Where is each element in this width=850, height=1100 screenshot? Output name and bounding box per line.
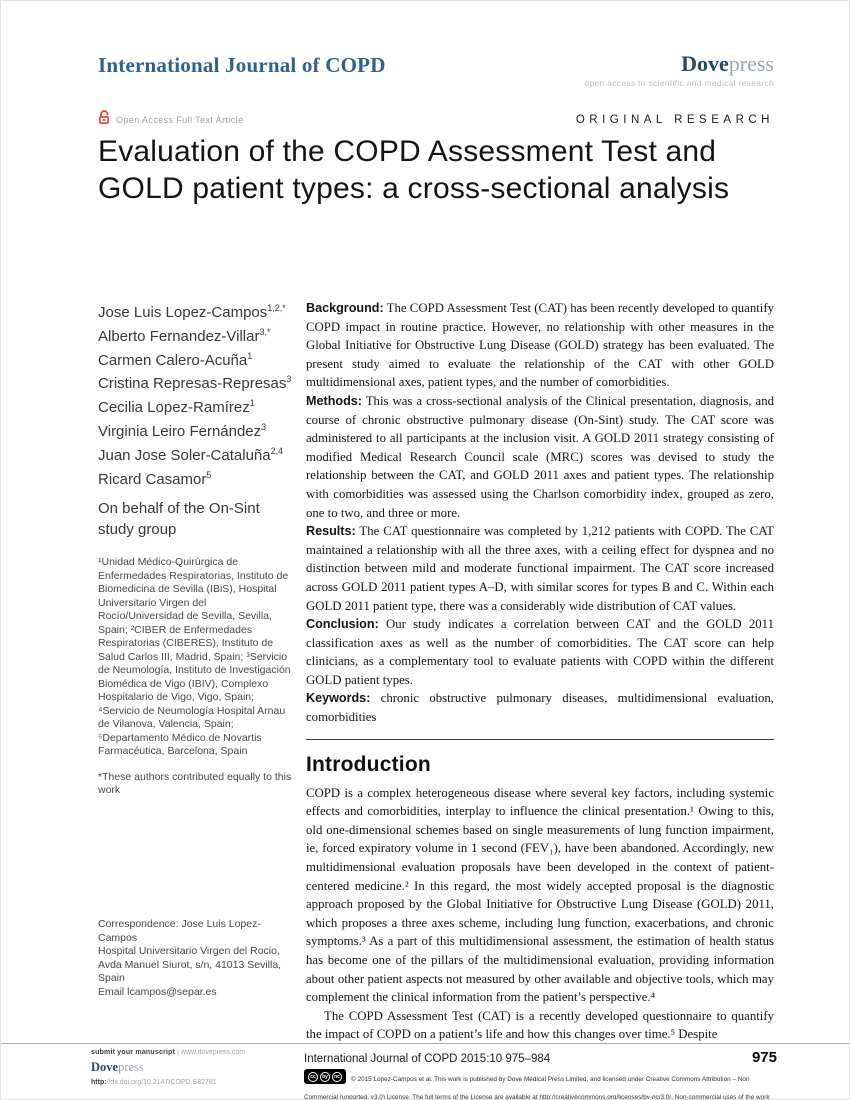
author-list: Jose Luis Lopez-Campos1,2,* Alberto Fern… (98, 299, 294, 489)
correspondence-email[interactable]: Email lcampos@separ.es (98, 985, 217, 998)
license-row: cc by nc © 2015 Lopez-Campos et al. This… (304, 1068, 777, 1100)
open-access-row: Open Access Full Text Article ORIGINAL R… (98, 109, 774, 130)
article-type-label: ORIGINAL RESEARCH (575, 113, 774, 126)
abstract: Background: The COPD Assessment Test (CA… (306, 299, 774, 727)
publisher-block: Dovepress open access to scientific and … (584, 51, 774, 89)
author-name: Cecilia Lopez-Ramírez1 (98, 398, 255, 417)
submit-manuscript-link[interactable]: submit your manuscript | www.dovepress.c… (91, 1049, 246, 1056)
footer-left: submit your manuscript | www.dovepress.c… (91, 1049, 304, 1099)
doi-link[interactable]: http://dx.doi.org/10.2147/COPD.S82781 (91, 1079, 217, 1086)
footer-right: International Journal of COPD 2015:10 97… (304, 1049, 777, 1099)
abstract-background: Background: The COPD Assessment Test (CA… (306, 301, 774, 390)
correspondence-block: Correspondence: Jose Luis Lopez-Campos H… (98, 918, 294, 999)
author-name: Alberto Fernandez-Villar3,* (98, 326, 271, 345)
publisher-tagline: open access to scientific and medical re… (584, 78, 774, 88)
author-name: Jose Luis Lopez-Campos1,2,* (98, 303, 286, 321)
creative-commons-icon: cc by nc (304, 1069, 346, 1084)
introduction-section: Introduction COPD is a complex heterogen… (306, 738, 774, 1044)
masthead: International Journal of COPD Dovepress … (98, 51, 774, 89)
introduction-paragraph: The COPD Assessment Test (CAT) is a rece… (306, 1008, 774, 1042)
author-name: Juan Jose Soler-Cataluña2,4 (98, 445, 284, 464)
article-content: Jose Luis Lopez-Campos1,2,* Alberto Fern… (98, 299, 774, 1043)
abstract-results: Results: The CAT questionnaire was compl… (306, 524, 774, 613)
open-access-label: Open Access Full Text Article (116, 114, 244, 125)
affiliations: ¹Unidad Médico-Quirúrgica de Enfermedade… (98, 556, 291, 758)
introduction-paragraph: COPD is a complex heterogeneous disease … (306, 785, 774, 1005)
introduction-heading: Introduction (306, 752, 431, 776)
author-name: Cristina Represas-Represas3 (98, 374, 292, 393)
right-column: Background: The COPD Assessment Test (CA… (306, 299, 774, 1043)
equal-contribution-note: *These authors contributed equally to th… (98, 770, 292, 797)
abstract-keywords: Keywords: chronic obstructive pulmonary … (306, 691, 774, 725)
dovepress-footer-logo: Dovepress (91, 1060, 144, 1074)
on-behalf-note: On behalf of the On-Sint study group (98, 500, 260, 539)
article-title: Evaluation of the COPD Assessment Test a… (98, 135, 730, 205)
page-footer: submit your manuscript | www.dovepress.c… (1, 1043, 849, 1099)
open-access-icon (98, 109, 110, 130)
correspondence-name: Correspondence: Jose Luis Lopez-Campos (98, 918, 261, 944)
journal-citation: International Journal of COPD 2015:10 97… (304, 1053, 551, 1065)
author-name: Carmen Calero-Acuña1 (98, 350, 253, 369)
left-column: Jose Luis Lopez-Campos1,2,* Alberto Fern… (98, 299, 294, 1043)
dovepress-logo: Dovepress (681, 51, 774, 76)
correspondence-address: Hospital Universitario Virgen del Rocio,… (98, 945, 282, 984)
abstract-methods: Methods: This was a cross-sectional anal… (306, 393, 774, 520)
author-name: Ricard Casamor5 (98, 469, 212, 488)
license-text: © 2015 Lopez-Campos et al. This work is … (304, 1076, 770, 1100)
abstract-conclusion: Conclusion: Our study indicates a correl… (306, 617, 774, 687)
journal-title: International Journal of COPD (98, 53, 386, 77)
author-name: Virginia Leiro Fernández3 (98, 421, 267, 440)
page-number: 975 (751, 1049, 777, 1066)
